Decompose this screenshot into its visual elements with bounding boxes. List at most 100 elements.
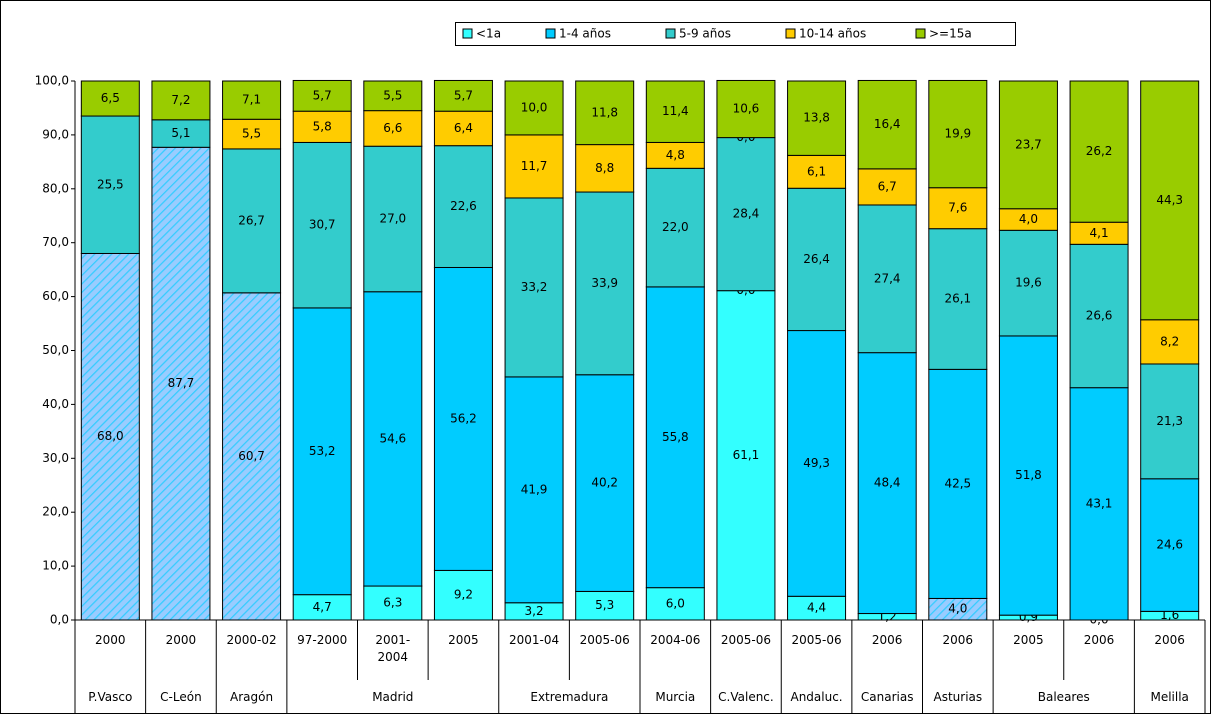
- bar-segment: [151, 146, 211, 621]
- data-label: 55,8: [662, 430, 689, 444]
- x-tick-label: 2005: [448, 633, 479, 647]
- x-tick-label: 2005-06: [579, 633, 630, 647]
- data-label: 3,2: [525, 604, 544, 618]
- bar-segment: [80, 115, 140, 254]
- x-tick-label: 2001- 2004: [375, 633, 411, 664]
- bar-segment: [504, 80, 564, 136]
- x-tick-label: 2004-06: [650, 633, 701, 647]
- data-label: 5,7: [454, 88, 473, 102]
- bar-segment: [1069, 243, 1129, 389]
- data-label: 28,4: [733, 207, 760, 221]
- data-label: 5,5: [383, 88, 402, 102]
- y-tick-label: 50,0: [42, 343, 69, 357]
- bar-segment: [80, 80, 140, 117]
- y-tick-label: 20,0: [42, 505, 69, 519]
- bar-segment: [716, 137, 776, 292]
- bar-segment: [292, 79, 352, 112]
- legend-label: 5-9 años: [679, 27, 731, 41]
- bar-segment: [787, 154, 847, 189]
- bar-segment: [645, 587, 705, 621]
- bar-segment: [716, 290, 776, 621]
- data-label: 6,1: [807, 164, 826, 178]
- data-label: 56,2: [450, 411, 477, 425]
- bar-segment: [222, 148, 282, 294]
- data-label: 5,1: [171, 126, 190, 140]
- bar-segment: [292, 594, 352, 621]
- data-label: 27,4: [874, 271, 901, 285]
- data-label: 6,7: [878, 179, 897, 193]
- data-label: 51,8: [1015, 468, 1042, 482]
- bar-segment: [575, 80, 635, 146]
- bar-segment: [1140, 80, 1200, 321]
- bar-segment: [80, 252, 140, 621]
- x-tick-label: 2005: [1013, 633, 1044, 647]
- data-label: 7,2: [171, 93, 190, 107]
- x-tick-label: 2005-06: [791, 633, 842, 647]
- data-label: 4,1: [1090, 226, 1109, 240]
- data-label: 26,1: [944, 292, 971, 306]
- bar-segment: [292, 307, 352, 596]
- x-tick-label: 2000-02: [226, 633, 277, 647]
- data-label: 21,3: [1156, 414, 1183, 428]
- legend-swatch: [915, 28, 926, 39]
- data-label: 6,6: [383, 121, 402, 135]
- x-tick-label: 2006: [942, 633, 974, 647]
- bar-segment: [433, 569, 493, 621]
- legend-label: >=15a: [929, 27, 972, 41]
- x-tick-label: 2000: [165, 633, 197, 647]
- data-label: 10,6: [733, 102, 760, 116]
- group-label: Andaluc.: [790, 690, 843, 704]
- y-tick-label: 0,0: [50, 613, 69, 627]
- bar-segment: [363, 145, 423, 293]
- data-label: 22,6: [450, 199, 477, 213]
- data-label: 11,4: [662, 104, 689, 118]
- data-label: 53,2: [309, 444, 336, 458]
- x-tick-label: 2006: [1083, 633, 1115, 647]
- data-label: 16,4: [874, 117, 901, 131]
- group-label: Baleares: [1037, 690, 1090, 704]
- data-label: 13,8: [803, 111, 830, 125]
- data-label: 25,5: [97, 177, 124, 191]
- bar-segment: [928, 228, 988, 370]
- data-label: 26,4: [803, 252, 830, 266]
- bar-segment: [857, 204, 917, 354]
- bar-segment: [645, 286, 705, 589]
- data-label: 11,8: [591, 105, 618, 119]
- bar-segment: [363, 80, 423, 112]
- data-label: 54,6: [379, 431, 406, 445]
- bar-segment: [716, 79, 776, 139]
- legend-swatch: [665, 28, 676, 39]
- data-label: 6,3: [383, 596, 402, 610]
- data-label: 27,0: [379, 211, 406, 225]
- group-label: C.Valenc.: [718, 690, 774, 704]
- legend-label: 10-14 años: [799, 27, 866, 41]
- data-label: 49,3: [803, 456, 830, 470]
- data-label: 40,2: [591, 476, 618, 490]
- data-label: 4,0: [1019, 212, 1038, 226]
- data-label: 24,6: [1156, 538, 1183, 552]
- bar-segment: [222, 80, 282, 120]
- bar-segment: [363, 291, 423, 587]
- bar-segment: [787, 80, 847, 156]
- bar-segment: [645, 141, 705, 169]
- bar-segment: [998, 80, 1058, 210]
- legend-label: <1a: [476, 27, 501, 41]
- data-label: 4,7: [313, 600, 332, 614]
- bar-segment: [857, 79, 917, 170]
- y-tick-label: 80,0: [42, 181, 69, 195]
- data-label: 42,5: [944, 476, 971, 490]
- data-label: 19,9: [944, 127, 971, 141]
- bar-segment: [504, 134, 564, 199]
- data-label: 33,9: [591, 276, 618, 290]
- data-label: 9,2: [454, 588, 473, 602]
- data-label: 5,7: [313, 88, 332, 102]
- data-label: 5,3: [595, 598, 614, 612]
- bar-segment: [857, 168, 917, 206]
- data-label: 7,1: [242, 93, 261, 107]
- data-label: 8,2: [1160, 334, 1179, 348]
- data-label: 48,4: [874, 476, 901, 490]
- group-label: Aragón: [230, 690, 274, 704]
- group-label: Murcia: [655, 690, 696, 704]
- data-label: 4,8: [666, 148, 685, 162]
- data-label: 68,0: [97, 429, 124, 443]
